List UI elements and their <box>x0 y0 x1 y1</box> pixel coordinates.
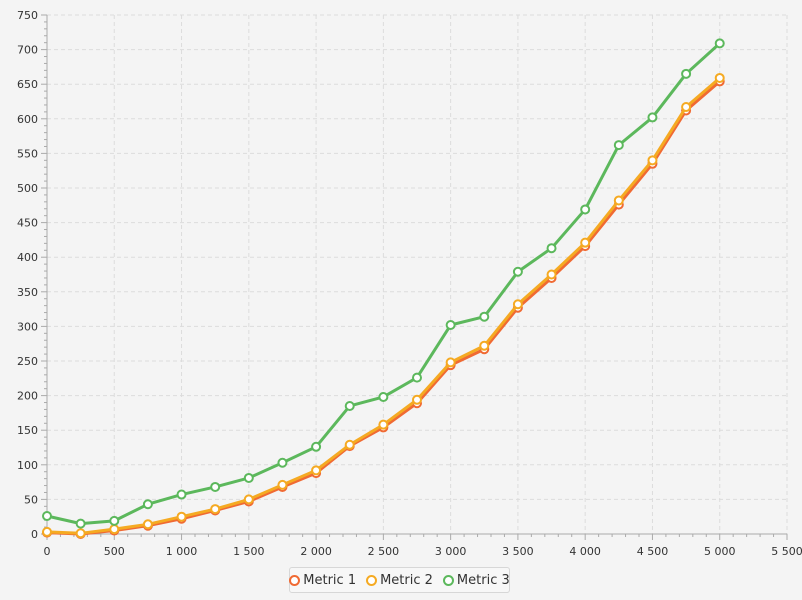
x-tick-label: 3 500 <box>502 545 534 558</box>
data-point-metric-3[interactable] <box>479 311 490 322</box>
series-lines <box>42 38 725 539</box>
data-point-metric-2[interactable] <box>714 72 725 83</box>
y-tick-label: 150 <box>17 424 38 437</box>
data-point-metric-2[interactable] <box>378 419 389 430</box>
data-point-metric-3[interactable] <box>580 204 591 215</box>
data-point-metric-3[interactable] <box>344 400 355 411</box>
x-tick-label: 2 500 <box>368 545 400 558</box>
data-point-metric-2[interactable] <box>546 269 557 280</box>
data-point-metric-2[interactable] <box>277 479 288 490</box>
legend: Metric 1 Metric 2 Metric 3 <box>289 567 510 593</box>
legend-item-metric-2[interactable]: Metric 2 <box>366 573 433 588</box>
grid-lines <box>47 14 788 534</box>
legend-label-metric-2: Metric 2 <box>380 572 433 588</box>
legend-marker-metric-2 <box>366 574 378 586</box>
data-point-metric-3[interactable] <box>613 140 624 151</box>
data-point-metric-3[interactable] <box>142 499 153 510</box>
x-tick-label: 2 000 <box>300 545 332 558</box>
data-point-metric-2[interactable] <box>344 439 355 450</box>
y-tick-label: 600 <box>17 113 38 126</box>
data-point-metric-3[interactable] <box>109 515 120 526</box>
y-tick-label: 550 <box>17 147 38 160</box>
data-point-metric-3[interactable] <box>210 481 221 492</box>
y-tick-label: 350 <box>17 286 38 299</box>
legend-marker-metric-1 <box>289 574 301 586</box>
legend-marker-metric-3 <box>442 574 454 586</box>
data-point-metric-2[interactable] <box>613 195 624 206</box>
data-point-metric-3[interactable] <box>445 320 456 331</box>
legend-item-metric-3[interactable]: Metric 3 <box>442 572 510 588</box>
y-tick-label: 300 <box>17 320 38 333</box>
y-tick-label: 700 <box>17 44 38 57</box>
y-tick-label: 250 <box>17 355 38 368</box>
x-tick-label: 4 500 <box>637 545 669 558</box>
y-tick-label: 450 <box>17 217 38 230</box>
y-tick-label: 50 <box>24 493 38 506</box>
data-point-metric-2[interactable] <box>445 357 456 368</box>
data-point-metric-2[interactable] <box>210 504 221 515</box>
data-point-metric-3[interactable] <box>176 489 187 500</box>
data-point-metric-3[interactable] <box>277 457 288 468</box>
y-tick-label: 400 <box>17 251 38 264</box>
y-tick-label: 750 <box>17 9 38 22</box>
data-point-metric-2[interactable] <box>412 394 422 405</box>
x-tick-label: 0 <box>44 545 51 558</box>
x-tick-label: 1 000 <box>166 545 198 558</box>
data-point-metric-2[interactable] <box>109 524 120 535</box>
data-point-metric-3[interactable] <box>378 391 389 402</box>
y-tick-label: 200 <box>17 390 38 403</box>
data-point-metric-2[interactable] <box>512 299 523 310</box>
data-point-metric-2[interactable] <box>681 102 692 113</box>
series-metric-3 <box>42 38 725 529</box>
y-tick-label: 100 <box>17 459 38 472</box>
x-tick-label: 1 500 <box>233 545 265 558</box>
x-tick-label: 4 000 <box>569 545 601 558</box>
data-point-metric-3[interactable] <box>412 372 422 383</box>
y-tick-label: 500 <box>17 182 38 195</box>
data-point-metric-2[interactable] <box>479 340 490 351</box>
legend-item-metric-1[interactable]: Metric 1 <box>289 573 356 588</box>
data-point-metric-3[interactable] <box>75 518 86 529</box>
x-tick-label: 5 500 <box>771 545 802 558</box>
data-point-metric-3[interactable] <box>714 38 725 49</box>
data-point-metric-2[interactable] <box>311 465 322 476</box>
plot-area <box>47 15 787 534</box>
data-point-metric-2[interactable] <box>42 526 52 537</box>
data-point-metric-3[interactable] <box>512 266 523 277</box>
data-point-metric-3[interactable] <box>243 472 254 483</box>
x-tick-label: 3 000 <box>435 545 467 558</box>
series-metric-2 <box>42 72 725 539</box>
data-point-metric-3[interactable] <box>546 243 557 254</box>
x-tick-label: 500 <box>104 545 125 558</box>
y-tick-label: 0 <box>31 528 38 541</box>
data-point-metric-3[interactable] <box>647 112 658 123</box>
data-point-metric-2[interactable] <box>142 519 153 530</box>
axes: 0 50 100 150 200 250 300 350 400 450 500 550 600 650 7… <box>17 9 802 558</box>
y-tick-label: 650 <box>17 78 38 91</box>
data-point-metric-2[interactable] <box>243 494 254 505</box>
data-point-metric-2[interactable] <box>176 511 187 522</box>
data-point-metric-2[interactable] <box>75 528 86 539</box>
data-point-metric-3[interactable] <box>311 441 322 452</box>
data-point-metric-2[interactable] <box>580 237 591 248</box>
data-point-metric-2[interactable] <box>647 155 658 166</box>
legend-label-metric-1: Metric 1 <box>303 572 357 588</box>
legend-label-metric-3: Metric 3 <box>456 572 510 588</box>
data-point-metric-3[interactable] <box>681 68 692 79</box>
data-point-metric-3[interactable] <box>42 511 52 522</box>
x-tick-label: 5 000 <box>704 545 736 558</box>
